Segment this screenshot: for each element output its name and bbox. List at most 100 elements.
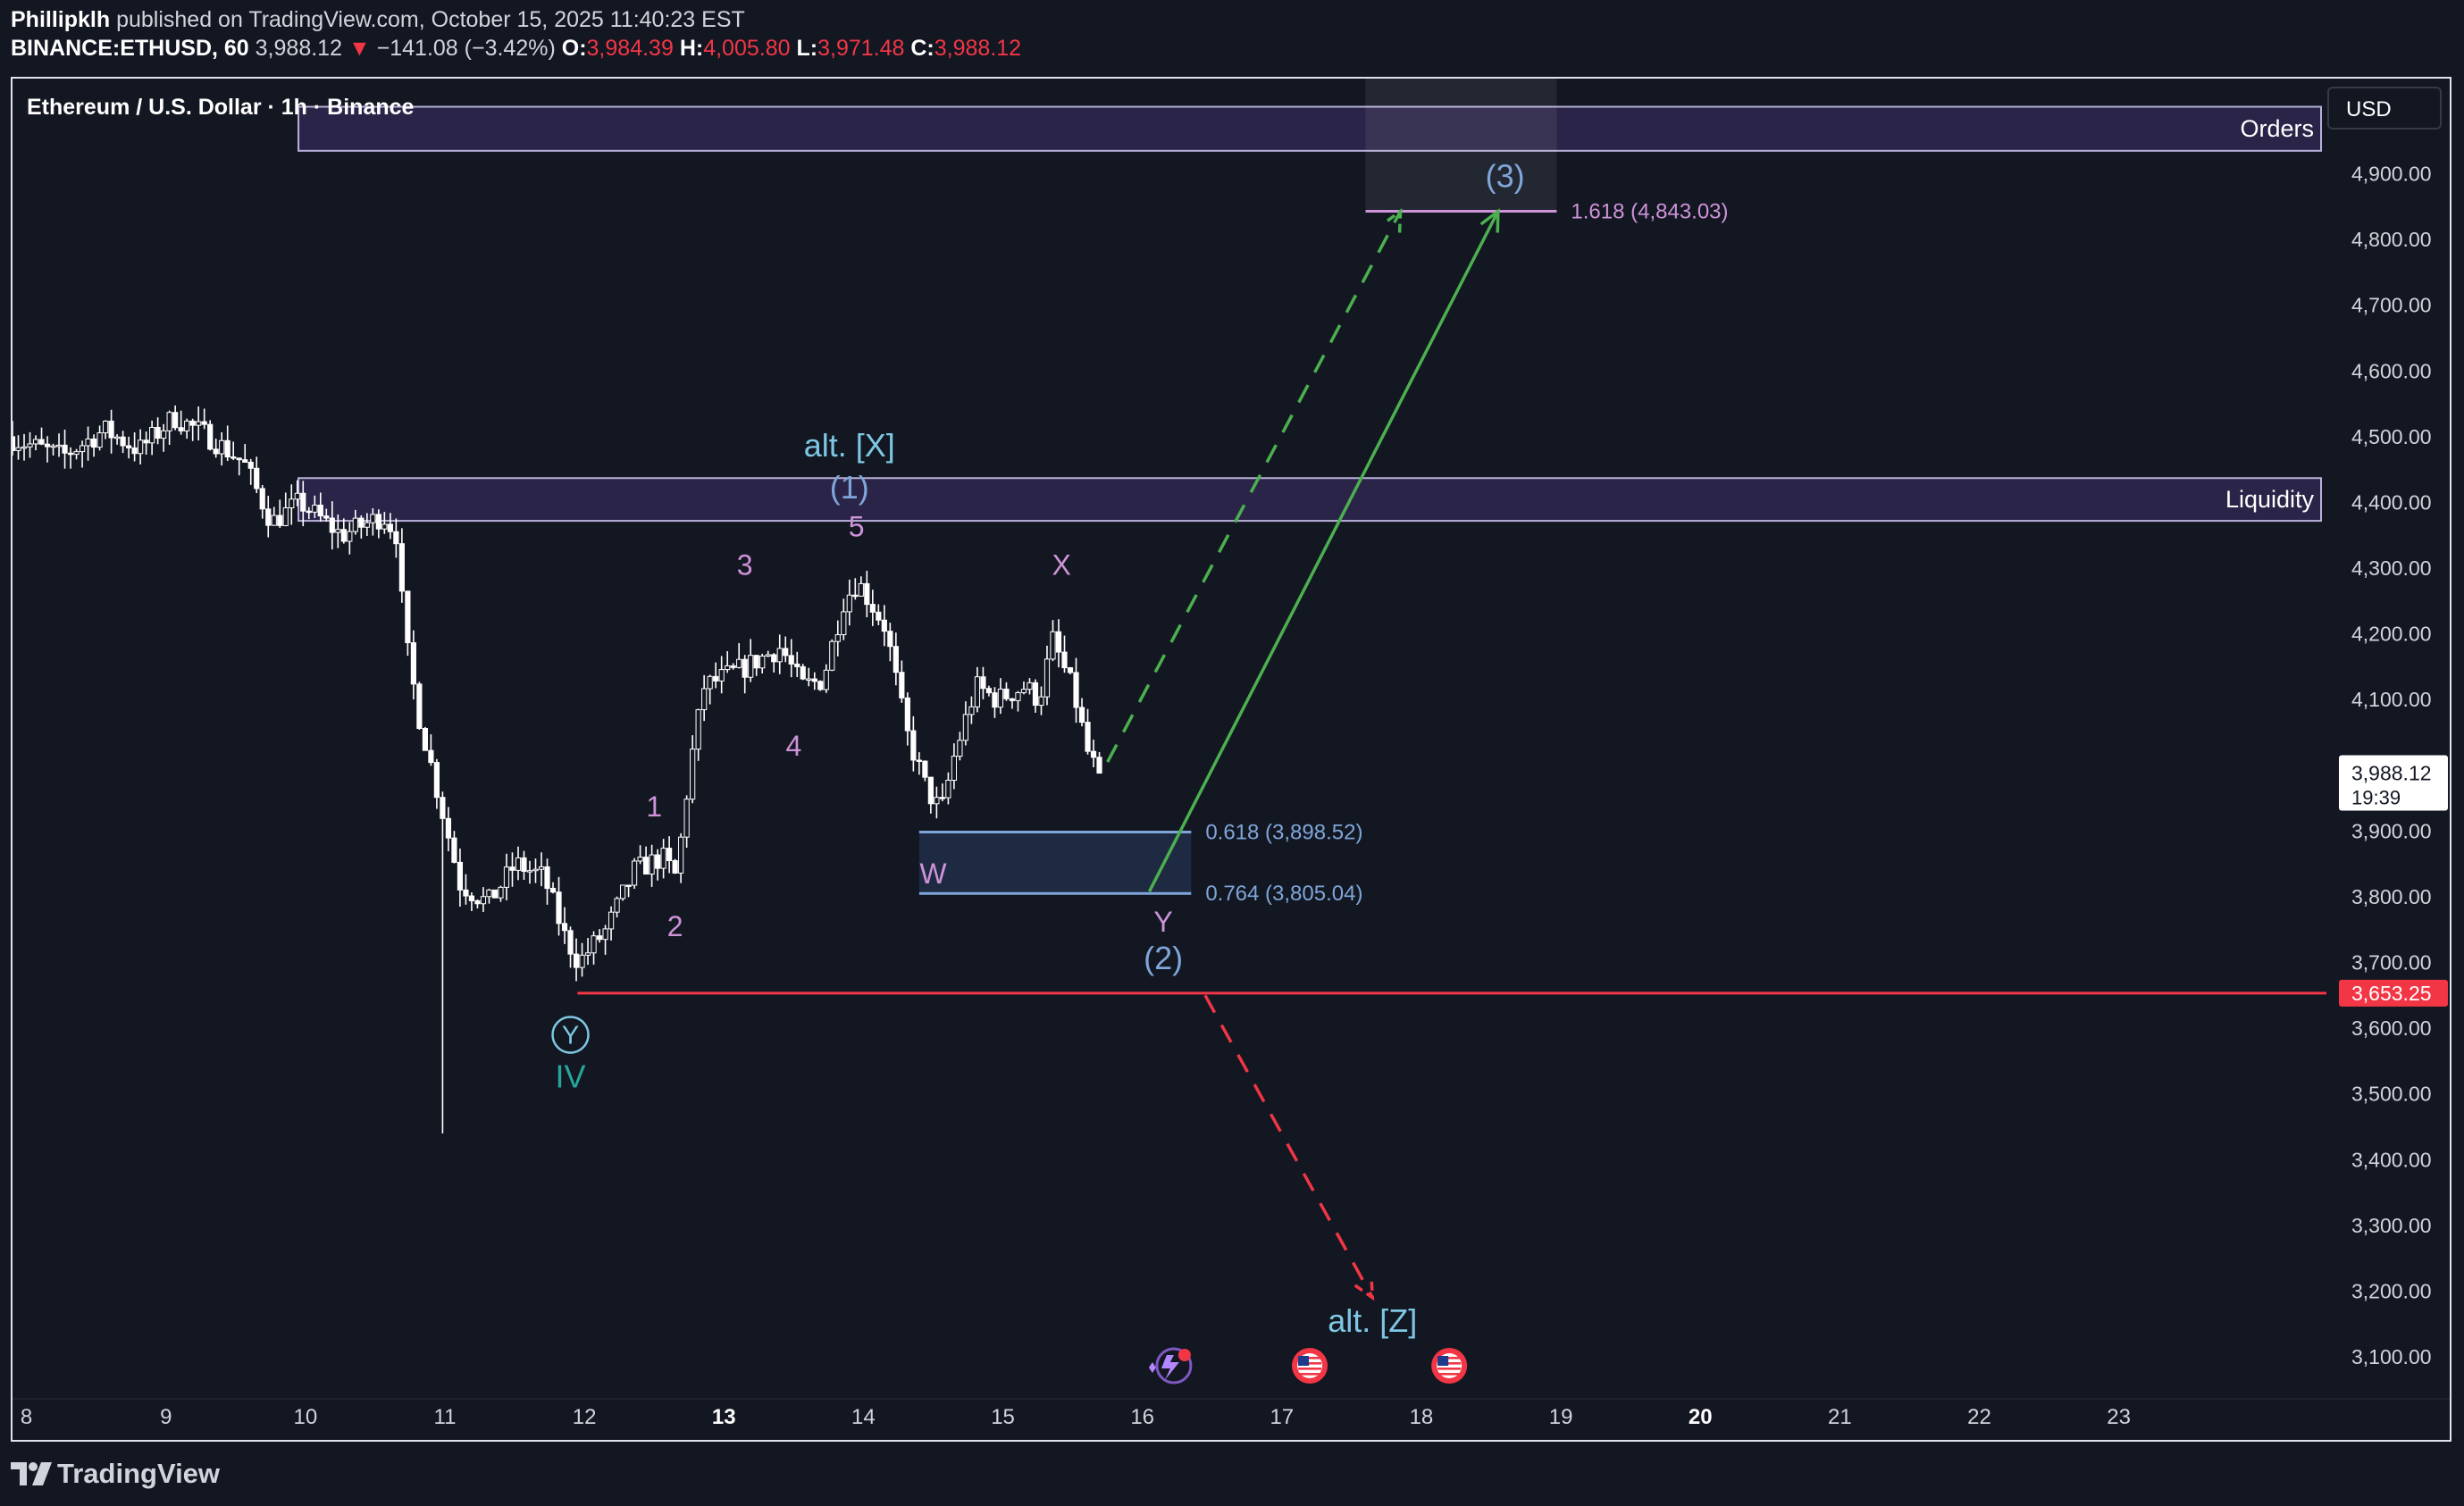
candle[interactable] (1015, 690, 1021, 712)
candle[interactable] (573, 938, 580, 982)
candle[interactable] (515, 846, 522, 881)
candle[interactable] (927, 776, 934, 814)
candle[interactable] (765, 650, 771, 657)
candle[interactable] (120, 431, 126, 454)
candle[interactable] (532, 858, 539, 883)
candle[interactable] (143, 431, 149, 456)
candle[interactable] (102, 420, 109, 439)
currency-button[interactable]: USD (2327, 87, 2442, 130)
stop-price-tag[interactable]: 3,653.25 (2339, 979, 2448, 1007)
wave-label[interactable]: Y (1153, 906, 1172, 938)
candle[interactable] (364, 513, 370, 536)
candle[interactable] (335, 515, 341, 548)
candle[interactable] (619, 884, 626, 901)
candle[interactable] (323, 508, 330, 522)
candle[interactable] (660, 839, 666, 879)
candle[interactable] (463, 874, 469, 905)
candle[interactable] (672, 858, 678, 874)
candle[interactable] (312, 495, 318, 519)
candle[interactable] (381, 512, 388, 534)
circled-wave-label[interactable]: Y (551, 1016, 590, 1054)
candle[interactable] (138, 429, 144, 464)
candle[interactable] (817, 680, 824, 691)
wave-label[interactable]: (1) (830, 469, 869, 506)
candle[interactable] (196, 406, 202, 441)
candle[interactable] (294, 480, 300, 506)
candle[interactable] (1085, 708, 1091, 755)
candle[interactable] (445, 807, 452, 851)
candle[interactable] (55, 433, 63, 457)
candle[interactable] (997, 678, 1004, 715)
candle[interactable] (945, 772, 951, 805)
wave-label[interactable]: X (1052, 548, 1070, 581)
alt-down-path-arrow[interactable] (1203, 994, 1375, 1301)
candle[interactable] (690, 735, 696, 804)
candle[interactable] (498, 885, 504, 902)
candle[interactable] (131, 432, 138, 462)
candle[interactable] (985, 685, 993, 697)
candle[interactable] (503, 853, 510, 900)
candle[interactable] (794, 651, 800, 677)
candle[interactable] (486, 888, 492, 904)
candle[interactable] (1078, 698, 1085, 727)
candle[interactable] (934, 786, 940, 819)
candle[interactable] (21, 433, 28, 461)
candle[interactable] (869, 590, 876, 626)
candle[interactable] (398, 528, 405, 603)
candle[interactable] (440, 791, 446, 1134)
candle[interactable] (1050, 620, 1056, 662)
candle[interactable] (1038, 686, 1044, 715)
candle[interactable] (347, 522, 353, 555)
wave-label[interactable]: 2 (667, 910, 683, 942)
candle[interactable] (841, 598, 847, 640)
wave-label[interactable]: alt. [Z] (1328, 1302, 1417, 1339)
candle[interactable] (521, 850, 527, 880)
candle[interactable] (957, 732, 963, 761)
wave-label[interactable]: W (919, 858, 947, 890)
candle[interactable] (544, 858, 550, 905)
wave-label[interactable]: 3 (737, 548, 753, 581)
candle[interactable] (549, 882, 557, 894)
candle[interactable] (876, 604, 882, 625)
candles[interactable] (13, 405, 1102, 1134)
candle[interactable] (27, 431, 33, 458)
candle[interactable] (643, 846, 650, 875)
candle[interactable] (1061, 635, 1068, 674)
candle[interactable] (771, 653, 777, 673)
candle[interactable] (393, 518, 399, 558)
candle[interactable] (561, 907, 568, 944)
candle[interactable] (178, 410, 184, 435)
candle[interactable] (992, 687, 998, 718)
candle[interactable] (416, 682, 423, 731)
candle[interactable] (864, 570, 870, 618)
candle[interactable] (596, 929, 603, 943)
candle[interactable] (887, 623, 893, 662)
wave-label[interactable]: 5 (849, 511, 865, 543)
candle[interactable] (800, 664, 806, 681)
tradingview-logo[interactable]: TradingView (11, 1456, 220, 1492)
candle[interactable] (38, 427, 45, 446)
candle[interactable] (608, 906, 615, 941)
wave-label[interactable]: alt. [X] (804, 427, 895, 464)
candle[interactable] (265, 496, 272, 538)
fib-retracement-box[interactable] (918, 832, 1192, 894)
candle[interactable] (1020, 681, 1027, 695)
candle[interactable] (591, 931, 597, 965)
candle[interactable] (579, 942, 585, 977)
candle[interactable] (1032, 679, 1039, 713)
candle[interactable] (113, 434, 121, 445)
candle[interactable] (1096, 751, 1102, 774)
candle[interactable] (701, 674, 708, 722)
candle[interactable] (370, 507, 376, 536)
candle[interactable] (625, 884, 632, 898)
candle[interactable] (968, 696, 975, 724)
candle[interactable] (32, 435, 39, 451)
candle[interactable] (852, 578, 859, 600)
target-extension-box[interactable] (1365, 79, 1557, 212)
candle[interactable] (922, 760, 928, 782)
candle[interactable] (468, 892, 475, 911)
price-chart[interactable]: OrdersLiquidity2 (5,087.49)1.618 (4,843.… (13, 79, 2450, 1440)
candle[interactable] (951, 743, 957, 790)
candle[interactable] (683, 795, 690, 849)
candle[interactable] (730, 663, 736, 670)
